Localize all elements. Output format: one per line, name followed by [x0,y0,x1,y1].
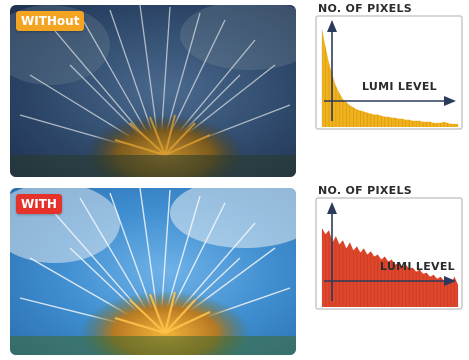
histogram-y-label: NO. OF PIXELS [318,2,412,15]
badge-with: WITH [16,194,62,214]
histogram-chart-without [315,15,463,130]
dandelion-photo-bright [10,188,296,355]
histogram-x-label: LUMI LEVEL [380,260,455,273]
photo-without-editing: WITHout [10,5,296,177]
photo-with-editing: WITH [10,188,296,355]
y-axis-arrow-icon [327,202,337,214]
y-axis-arrow-icon [327,20,337,32]
histogram-area [322,29,458,128]
x-axis-arrow-icon [444,276,456,286]
histogram-x-label: LUMI LEVEL [362,80,437,93]
x-axis-arrow-icon [444,96,456,106]
histogram-with: NO. OF PIXELS LUMI LEVEL [310,184,464,311]
histogram-area [322,228,458,307]
dandelion-photo-dark [10,5,296,177]
badge-without: WITHout [16,11,85,31]
histogram-chart-with [315,197,463,310]
histogram-without: NO. OF PIXELS LUMI LEVEL [310,2,464,131]
histogram-y-label: NO. OF PIXELS [318,184,412,197]
